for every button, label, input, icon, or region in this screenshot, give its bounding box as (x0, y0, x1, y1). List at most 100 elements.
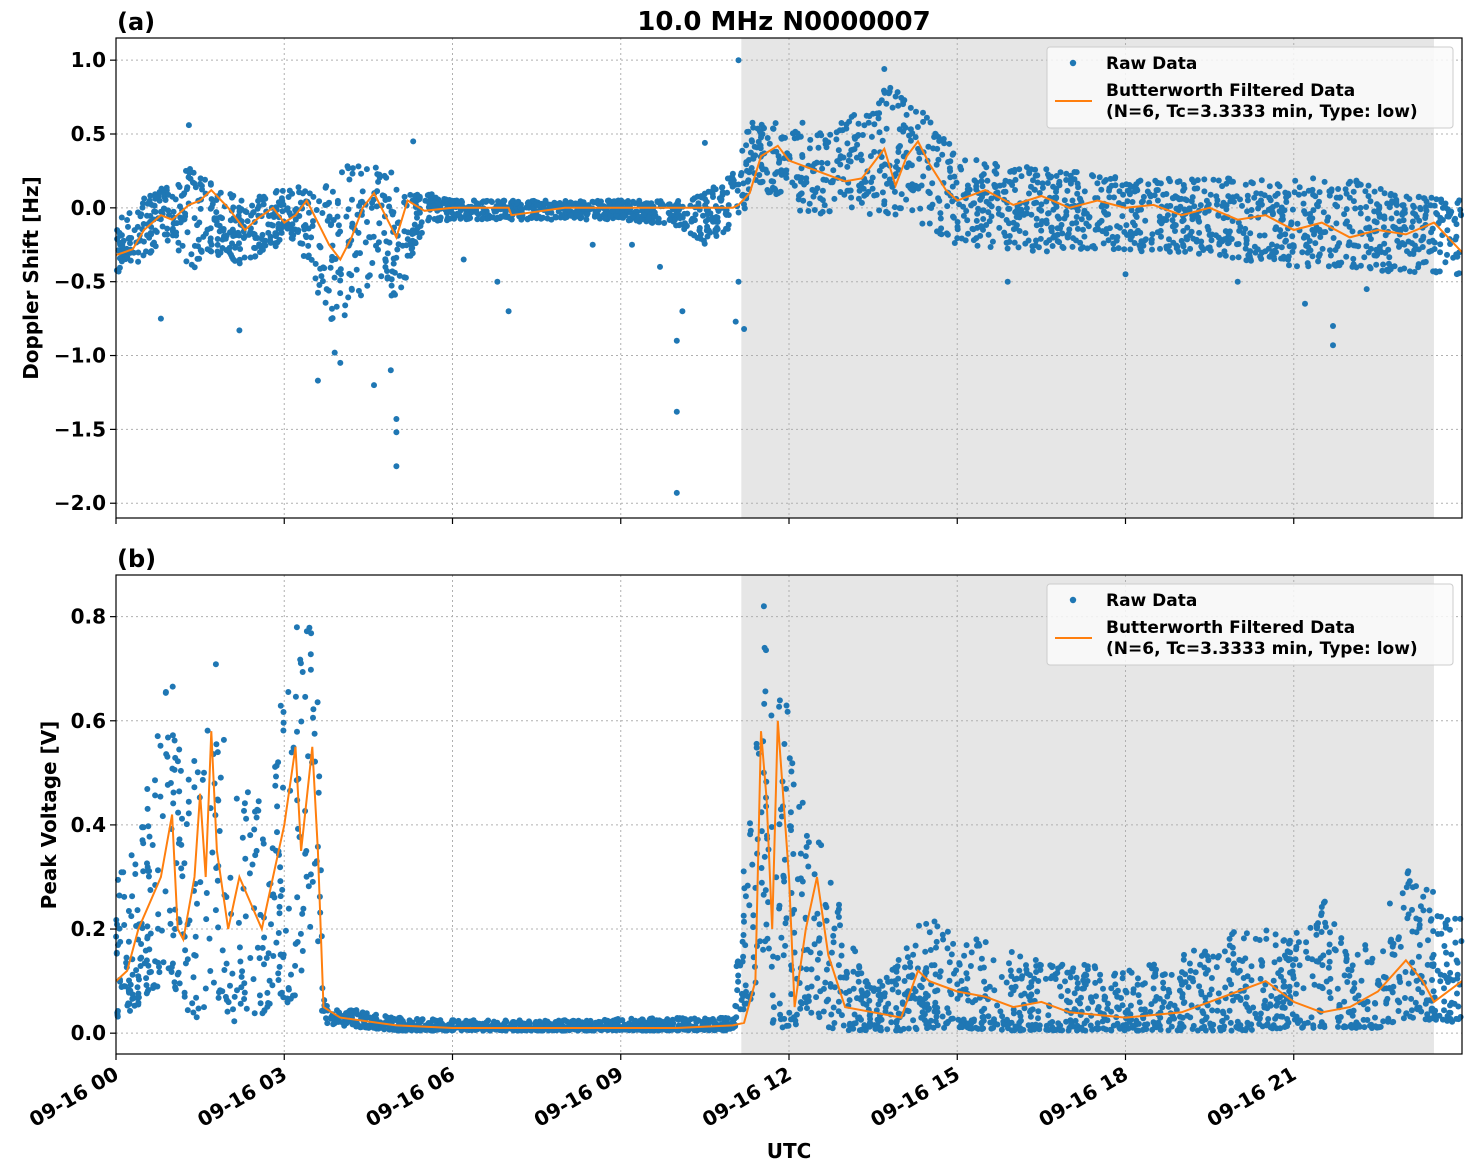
raw-data-point (1231, 960, 1238, 967)
raw-data-point (773, 148, 780, 155)
raw-data-point (1416, 1004, 1423, 1011)
raw-data-point (292, 207, 299, 213)
raw-data-point (1036, 190, 1043, 196)
raw-data-point (384, 250, 391, 257)
raw-data-point (858, 987, 865, 994)
raw-data-point (192, 184, 199, 191)
raw-data-point (871, 148, 878, 155)
raw-data-point (813, 159, 820, 166)
raw-data-point (1364, 1006, 1371, 1013)
raw-data-point (1219, 1008, 1226, 1015)
raw-data-point (747, 149, 754, 156)
raw-data-point (355, 163, 362, 170)
raw-data-point (677, 221, 684, 228)
raw-data-point (1253, 190, 1260, 197)
raw-data-point (804, 946, 811, 953)
raw-data-point (1168, 971, 1175, 978)
raw-data-point (171, 766, 178, 773)
raw-data-point (244, 789, 251, 796)
raw-data-point (1208, 975, 1215, 981)
raw-data-point (1089, 243, 1095, 250)
raw-data-point (895, 989, 902, 996)
raw-data-point (272, 763, 279, 770)
raw-data-point (1198, 991, 1205, 998)
raw-data-point (1120, 191, 1127, 198)
raw-data-point (691, 232, 697, 239)
raw-data-point (1353, 264, 1360, 271)
raw-data-point (835, 147, 842, 154)
raw-data-point (349, 223, 355, 230)
raw-data-point (868, 179, 875, 185)
raw-data-point (1190, 179, 1197, 186)
raw-data-point (760, 946, 767, 953)
raw-data-point (1229, 218, 1236, 224)
raw-data-point (1272, 931, 1279, 938)
raw-data-point (1255, 205, 1262, 212)
raw-data-point (235, 919, 242, 926)
raw-data-point (165, 191, 172, 198)
raw-data-point (323, 183, 330, 190)
raw-data-point (1437, 217, 1444, 224)
raw-data-point (814, 910, 821, 917)
raw-data-point (666, 210, 673, 217)
raw-data-point (479, 210, 486, 216)
raw-data-point (1045, 210, 1051, 217)
raw-data-point (1413, 883, 1419, 890)
raw-data-point (1164, 993, 1171, 1000)
raw-data-point (1311, 231, 1317, 238)
raw-data-point (214, 236, 221, 242)
raw-data-point (169, 683, 176, 690)
raw-data-point (312, 260, 319, 267)
raw-data-point (949, 1015, 956, 1022)
raw-data-point (898, 191, 905, 198)
raw-data-point (1281, 937, 1288, 944)
raw-data-point (183, 821, 190, 828)
raw-data-point (1123, 181, 1130, 188)
raw-data-point (1268, 993, 1275, 999)
raw-data-point (974, 242, 981, 249)
raw-data-point (1391, 263, 1398, 270)
raw-data-point (625, 198, 631, 204)
raw-data-outlier (393, 416, 400, 422)
raw-data-point (758, 879, 765, 886)
raw-data-point (1291, 189, 1298, 196)
raw-data-point (1240, 935, 1247, 942)
raw-data-point (1276, 208, 1283, 215)
raw-data-point (895, 102, 902, 109)
raw-data-point (457, 215, 464, 222)
raw-data-point (759, 166, 766, 173)
raw-data-point (831, 195, 838, 202)
raw-data-point (331, 274, 338, 281)
raw-data-point (956, 960, 963, 967)
raw-data-point (954, 235, 961, 242)
raw-data-point (814, 956, 821, 963)
raw-data-point (1438, 196, 1445, 203)
raw-data-point (1078, 994, 1084, 1001)
raw-data-point (1074, 190, 1081, 197)
raw-data-point (1135, 975, 1141, 982)
raw-data-point (933, 944, 939, 951)
raw-data-point (180, 191, 187, 198)
raw-data-point (762, 938, 769, 945)
raw-data-point (116, 239, 123, 246)
raw-data-point (1412, 232, 1419, 239)
raw-data-point (1196, 983, 1203, 990)
raw-data-point (741, 201, 747, 208)
raw-data-point (1261, 192, 1268, 199)
raw-data-point (1159, 1004, 1166, 1011)
raw-data-point (553, 214, 559, 221)
raw-data-point (1258, 197, 1264, 204)
raw-data-point (816, 1014, 823, 1021)
raw-data-point (897, 205, 904, 212)
raw-data-point (1364, 998, 1371, 1005)
raw-data-point (1018, 975, 1025, 982)
raw-data-point (244, 218, 251, 225)
raw-data-point (275, 970, 282, 977)
raw-data-point (310, 706, 317, 713)
raw-data-outlier (1122, 271, 1129, 278)
raw-data-point (1292, 177, 1299, 184)
raw-data-point (279, 886, 286, 893)
raw-data-point (1053, 203, 1060, 210)
raw-data-point (948, 991, 955, 998)
raw-data-point (741, 918, 747, 925)
